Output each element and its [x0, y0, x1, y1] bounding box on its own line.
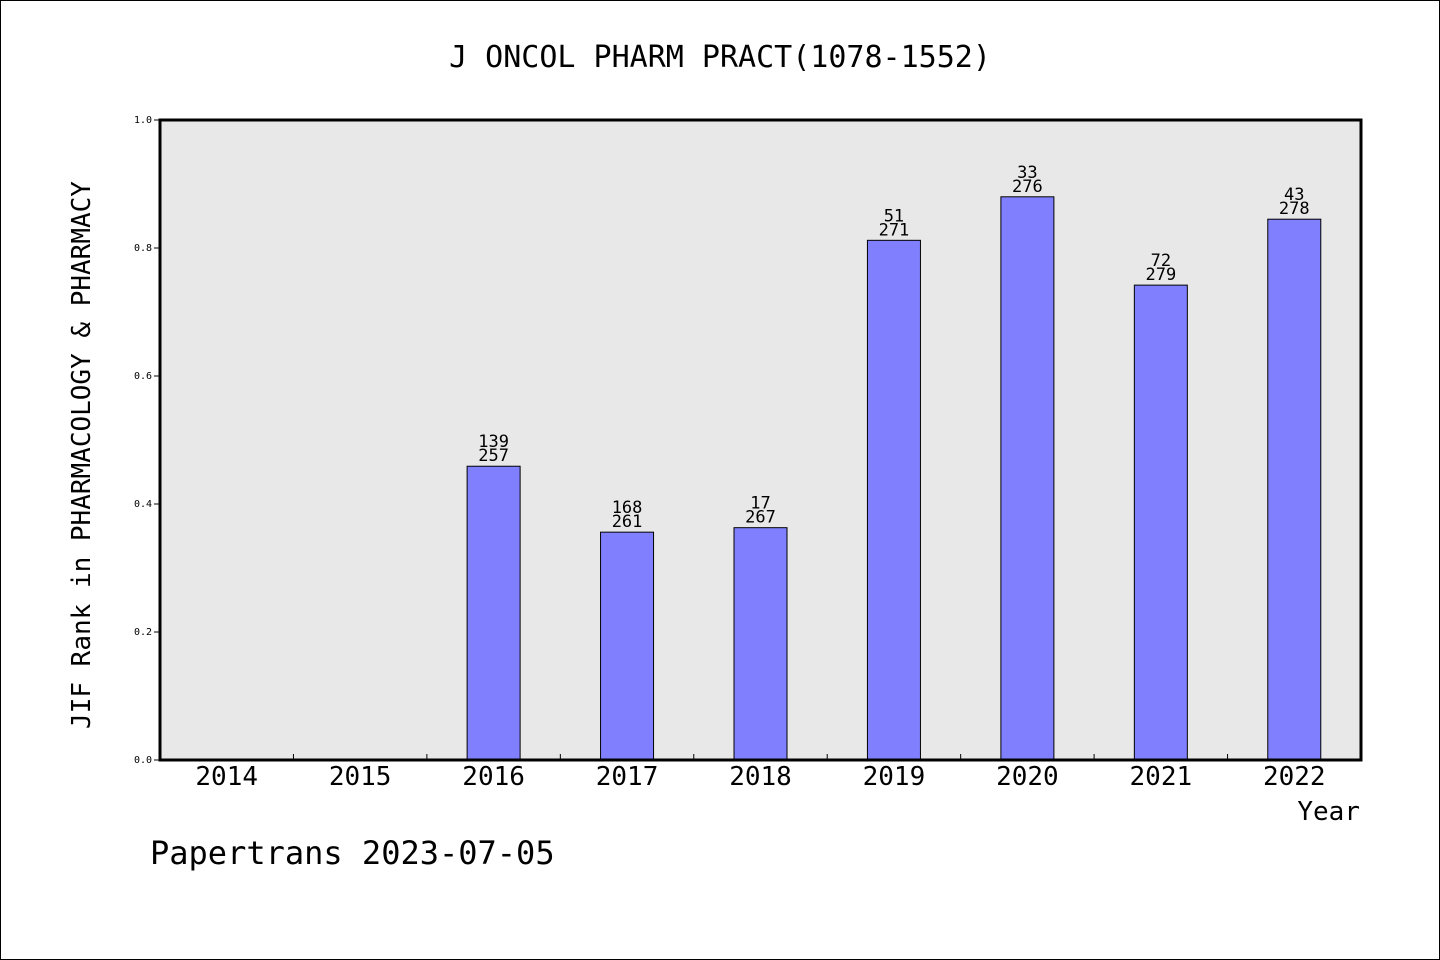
- bar-rank-label: 168: [612, 498, 643, 518]
- y-tick-label: 0.0: [134, 755, 152, 766]
- y-tick-label: 0.2: [134, 627, 152, 638]
- x-tick-label: 2019: [863, 762, 926, 792]
- bar: [866, 239, 921, 761]
- bar: [466, 465, 521, 761]
- bars: [466, 196, 1322, 761]
- x-tick-label: 2021: [1130, 762, 1193, 792]
- x-tick-label: 2022: [1263, 762, 1326, 792]
- y-tick-label: 1.0: [134, 115, 152, 126]
- bar-rank-label: 33: [1017, 163, 1037, 183]
- plot-border: [158, 118, 1363, 762]
- bar-rank-label: 51: [884, 206, 904, 226]
- bar: [600, 531, 655, 761]
- bar-rank-label: 17: [750, 494, 770, 514]
- x-tick-label: 2016: [462, 762, 525, 792]
- bar-total-label: 261: [612, 512, 643, 532]
- bar-total-label: 278: [1279, 199, 1310, 219]
- bar-total-label: 271: [879, 220, 910, 240]
- x-tick-label: 2020: [996, 762, 1059, 792]
- bar: [1267, 218, 1322, 761]
- bar: [733, 527, 788, 761]
- y-axis-label: JIF Rank in PHARMACOLOGY & PHARMACY: [67, 181, 97, 729]
- bar-total-label: 276: [1012, 177, 1043, 197]
- x-axis-label: Year: [1297, 797, 1360, 827]
- x-tick-label: 2015: [329, 762, 392, 792]
- chart-title: J ONCOL PHARM PRACT(1078-1552): [449, 40, 991, 75]
- bar: [1133, 284, 1188, 761]
- x-tick-label: 2018: [729, 762, 792, 792]
- bar: [1000, 196, 1055, 761]
- bar-total-label: 267: [745, 508, 776, 528]
- bar-rank-label: 139: [478, 432, 509, 452]
- bar-rank-label: 43: [1284, 185, 1304, 205]
- bar-rank-label: 72: [1151, 251, 1171, 271]
- y-tick-label: 0.6: [134, 371, 152, 382]
- x-axis: 2014 2015 2016 2017 2018 2019 2020 2021 2022: [195, 754, 1326, 792]
- y-axis: 0.0 0.2 0.4 0.6 0.8 1.0: [134, 115, 160, 766]
- bar-total-label: 257: [478, 446, 509, 466]
- bar-total-label: 279: [1145, 265, 1176, 285]
- footer-credit: Papertrans 2023-07-05: [150, 834, 555, 872]
- x-tick-label: 2017: [596, 762, 659, 792]
- y-tick-label: 0.8: [134, 243, 152, 254]
- x-tick-label: 2014: [195, 762, 258, 792]
- y-tick-label: 0.4: [134, 499, 152, 510]
